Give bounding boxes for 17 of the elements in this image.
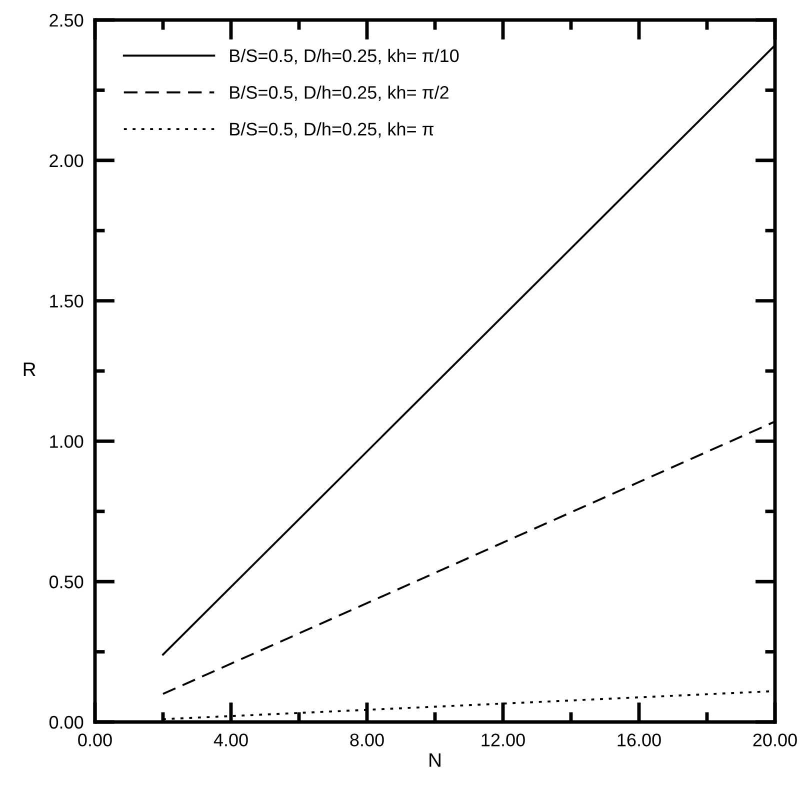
y-tick-label: 2.50 (50, 14, 84, 27)
legend-label: B/S=0.5, D/h=0.25, kh= π/10 (230, 48, 459, 64)
x-tick-label: 20.00 (753, 734, 797, 746)
x-tick-label: 16.00 (618, 734, 661, 746)
x-tick-label: 0.00 (78, 734, 112, 746)
x-tick-label: 8.00 (350, 734, 384, 746)
y-tick-label: 2.00 (50, 154, 84, 168)
y-tick-label: 1.50 (50, 294, 84, 308)
x-tick-label: 4.00 (214, 734, 248, 746)
y-tick-label: 1.00 (50, 435, 84, 448)
y-tick-label: 0.50 (49, 576, 84, 588)
y-axis-title: R (24, 362, 36, 376)
x-tick-label: 12.00 (482, 734, 525, 746)
legend-label: B/S=0.5, D/h=0.25, kh= π/2 (230, 86, 448, 101)
legend-label: B/S=0.5, D/h=0.25, kh= π (230, 122, 434, 138)
y-tick-label: 0.00 (49, 716, 84, 729)
x-axis-title: N (430, 753, 440, 767)
